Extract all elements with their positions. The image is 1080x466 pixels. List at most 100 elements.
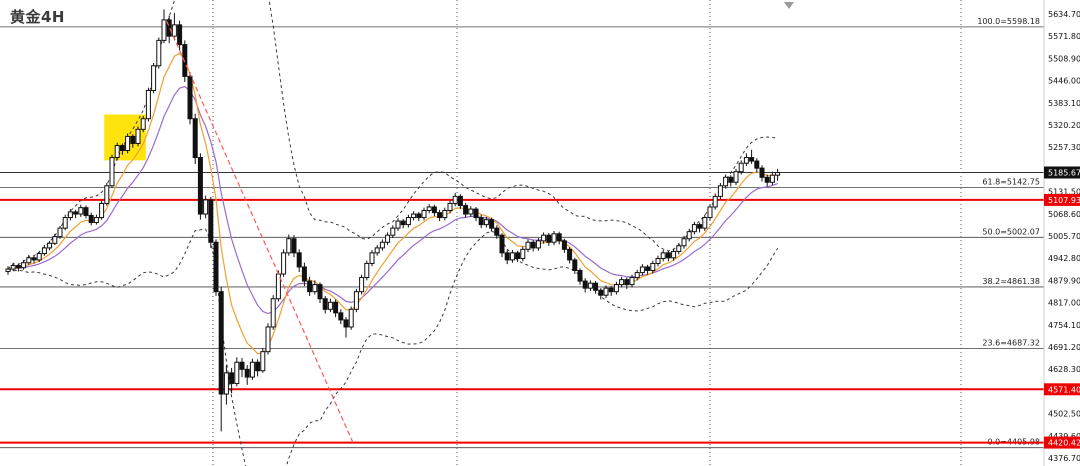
candle <box>333 299 339 318</box>
candle-body <box>385 234 391 243</box>
price-axis[interactable]: 5634.70 5571.80 5508.90 5446.00 5383.10 5320.… <box>1043 0 1080 466</box>
candle <box>759 165 765 182</box>
price-axis-tick: 4754.10 <box>1048 321 1080 330</box>
candle <box>707 204 713 221</box>
candle <box>31 255 37 264</box>
candle-body <box>691 224 697 233</box>
candle-body <box>171 24 177 37</box>
candle <box>21 259 27 270</box>
candle <box>229 367 235 394</box>
candle <box>83 205 89 219</box>
candle <box>260 348 266 373</box>
candle-body <box>62 217 68 229</box>
candle <box>385 232 391 246</box>
price-tag-red-line[interactable]: 4420.42 <box>1044 436 1080 449</box>
candle <box>645 264 651 275</box>
candle-body <box>629 277 635 286</box>
candle-body <box>364 262 370 279</box>
candle-body <box>41 247 47 255</box>
candle-body <box>213 241 219 293</box>
candle-body <box>5 268 11 273</box>
candle <box>322 295 328 314</box>
candle-body <box>489 219 495 229</box>
candle <box>754 158 760 173</box>
candle <box>353 288 359 313</box>
candle-body <box>764 176 770 183</box>
candle-body <box>400 220 406 226</box>
candle-body <box>421 209 427 219</box>
candle-body <box>109 157 115 187</box>
candle-body <box>504 252 510 261</box>
candle <box>728 175 734 187</box>
candle-body <box>515 252 521 259</box>
candle <box>104 182 110 206</box>
descending-trendline[interactable] <box>166 20 355 445</box>
candle-body <box>775 171 781 176</box>
price-axis-tick: 5634.70 <box>1048 10 1080 19</box>
fibonacci-retracement[interactable]: 100.0=5598.18 61.8=5142.75 50.0=5002.07 38.… <box>0 17 1044 449</box>
candle <box>473 206 479 222</box>
candle <box>203 195 209 219</box>
candle <box>525 239 531 253</box>
candle-body <box>197 157 203 215</box>
candle-body <box>359 277 365 293</box>
price-axis-tick: 4691.20 <box>1048 343 1080 352</box>
candle-body <box>145 89 151 120</box>
candle-body <box>296 252 302 268</box>
candle-body <box>130 135 136 144</box>
candle-body <box>177 24 183 46</box>
candle-body <box>369 252 375 264</box>
candle <box>561 238 567 253</box>
candle-body <box>182 44 188 77</box>
candle <box>697 222 703 233</box>
candle <box>442 207 448 221</box>
candle-body <box>229 372 235 384</box>
candle-body <box>223 372 229 395</box>
candle-body <box>551 233 557 243</box>
candle-body <box>567 248 573 261</box>
candle-body <box>759 167 765 178</box>
candle <box>603 285 609 299</box>
candle-body <box>83 207 89 216</box>
candle-body <box>31 257 37 261</box>
candle <box>275 270 281 302</box>
candle <box>769 171 775 186</box>
price-tag-bg <box>1044 383 1080 396</box>
chart-shift-marker-icon[interactable] <box>784 2 794 9</box>
candle <box>286 234 292 256</box>
candle <box>312 280 318 295</box>
ma-fast-line <box>7 52 778 355</box>
candle <box>239 358 245 378</box>
candle-body <box>613 284 619 293</box>
candle-body <box>572 259 578 271</box>
candle-body <box>21 262 27 269</box>
candle <box>567 247 573 264</box>
candle <box>36 251 42 263</box>
candle <box>47 240 53 251</box>
candle <box>400 218 406 229</box>
candle <box>171 12 177 41</box>
candle-body <box>717 185 723 197</box>
fib-level-label: 50.0=5002.07 <box>982 227 1040 236</box>
candle <box>582 278 588 293</box>
candle <box>619 276 625 288</box>
candle <box>421 207 427 221</box>
candle-body <box>769 174 775 183</box>
candle <box>166 15 172 44</box>
candle <box>208 197 214 248</box>
red-horizontal-lines[interactable] <box>0 198 1044 444</box>
candle-body <box>291 238 297 254</box>
candle <box>541 232 547 244</box>
candle-body <box>338 312 344 321</box>
candle-body <box>47 242 53 249</box>
price-tag-current-price[interactable]: 5185.67 <box>1044 166 1080 179</box>
candle <box>650 260 656 274</box>
candle <box>572 257 578 275</box>
candle <box>281 249 287 277</box>
candle <box>416 211 422 222</box>
price-tag-red-line[interactable]: 4571.40 <box>1044 383 1080 396</box>
price-tag-red-line[interactable]: 5107.93 <box>1044 193 1080 206</box>
candle-body <box>270 298 276 328</box>
